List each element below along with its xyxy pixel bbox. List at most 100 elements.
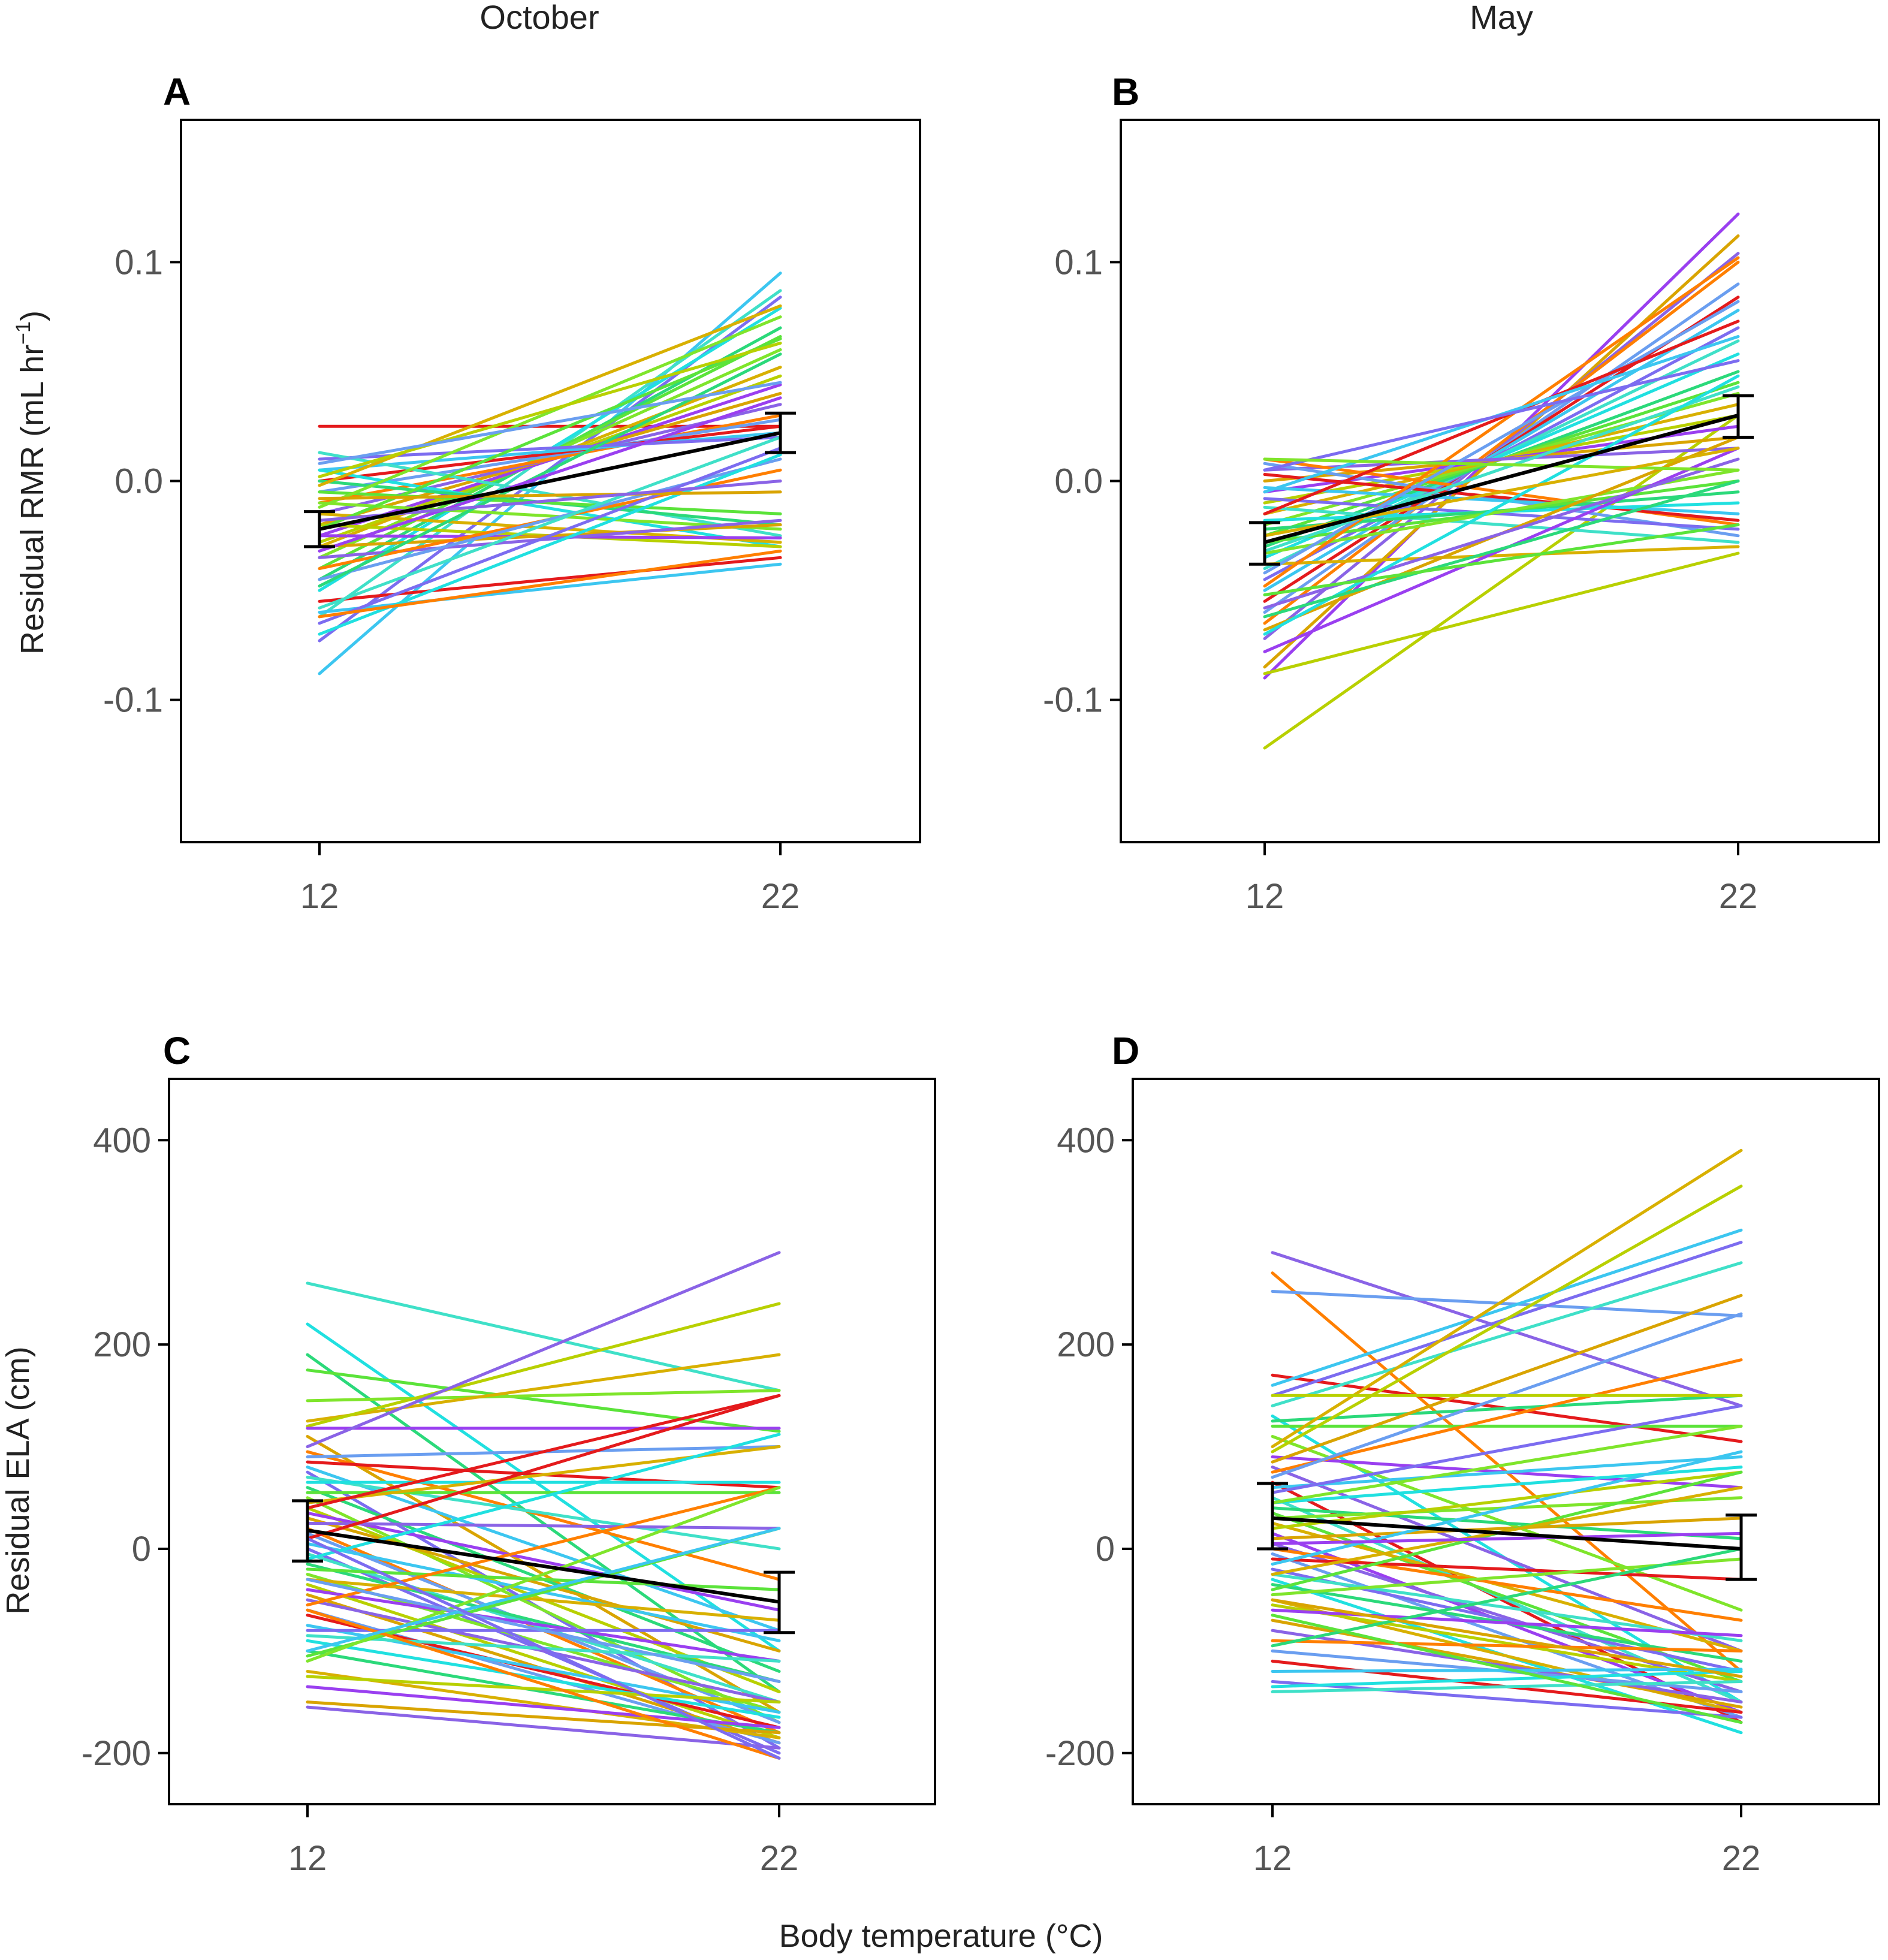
individual-line-b-41 (1263, 480, 1740, 619)
y-tick-label-c-0: -200 (82, 1734, 151, 1773)
individual-line-b-22 (1263, 486, 1740, 515)
individual-line-c-32 (306, 1563, 781, 1683)
individual-line-a-35 (318, 352, 782, 588)
individual-line-c-23 (306, 1516, 781, 1653)
individual-line-c-10 (306, 1450, 781, 1581)
panel-letter-b: B (1112, 70, 1139, 113)
error-bar-b-1 (1723, 394, 1754, 439)
x-tick-label-d-0: 12 (1253, 1839, 1292, 1878)
individual-line-d-11 (1271, 1148, 1743, 1449)
x-axis-title: Body temperature (°C) (779, 1918, 1103, 1954)
y-tick-label-c-3: 400 (93, 1121, 151, 1160)
y-tick-label-d-2: 200 (1057, 1325, 1115, 1364)
x-tick-label-b-0: 12 (1245, 877, 1284, 916)
x-tick-label-a-0: 12 (300, 877, 339, 916)
panel-letter-d: D (1112, 1029, 1139, 1072)
y-axis-title-rmr-superscript: −1 (12, 321, 35, 345)
y-tick-label-d-0: -200 (1045, 1734, 1115, 1773)
error-bar-b-0 (1249, 521, 1280, 566)
y-tick-label-c-2: 200 (93, 1325, 151, 1364)
individual-line-b-43 (1263, 457, 1740, 472)
x-tick-label-a-1: 22 (761, 877, 800, 916)
individual-line-d-6 (1271, 1261, 1743, 1407)
column-title-may: May (1470, 0, 1533, 36)
individual-line-d-20 (1271, 1404, 1743, 1494)
y-tick-label-a-0: -0.1 (103, 681, 163, 720)
individual-line-c-55 (306, 1608, 781, 1760)
x-tick-label-b-1: 22 (1719, 877, 1758, 916)
error-bar-c-1 (764, 1570, 795, 1635)
individual-line-d-56 (1271, 1486, 1743, 1576)
error-bar-d-1 (1726, 1513, 1757, 1581)
panel-letter-c: C (163, 1029, 191, 1072)
individual-line-d-54 (1271, 1614, 1743, 1724)
individual-line-c-6 (306, 1302, 781, 1428)
y-tick-label-b-2: 0.1 (1054, 243, 1103, 282)
individual-line-d-30 (1271, 1542, 1743, 1694)
individual-line-d-27 (1271, 1470, 1743, 1530)
individual-line-b-34 (1263, 256, 1740, 588)
individual-line-a-19 (318, 468, 782, 548)
lines-b (1263, 212, 1740, 750)
individual-line-a-43 (318, 549, 782, 619)
individual-line-c-30 (306, 1552, 781, 1704)
individual-line-a-16 (318, 431, 782, 472)
panel-d: D -200 0 200 400 12 22 (1045, 1029, 1880, 1878)
individual-line-d-19 (1271, 1455, 1743, 1489)
panel-b: B -0.1 0.0 0.1 12 22 (1043, 70, 1880, 916)
individual-line-b-42 (1263, 523, 1740, 596)
mean-line-b (1264, 414, 1739, 544)
individual-line-c-9 (306, 1251, 781, 1449)
y-axis-title-rmr-close: ) (14, 310, 50, 321)
panels-group: A -0.1 0.0 0.1 12 22 B -0.1 0.0 0.1 12 22 C -200 0 200 4… (82, 70, 1880, 1878)
individual-line-a-21 (318, 490, 782, 515)
individual-line-d-59 (1271, 1598, 1743, 1678)
individual-line-d-44 (1271, 1618, 1743, 1709)
individual-line-a-41 (318, 490, 782, 500)
panel-letter-a: A (163, 70, 191, 113)
individual-line-d-4 (1271, 1228, 1743, 1387)
individual-line-d-29 (1271, 1516, 1743, 1540)
individual-line-c-5 (306, 1353, 781, 1423)
individual-line-d-53 (1271, 1547, 1743, 1648)
y-tick-label-b-0: -0.1 (1043, 681, 1103, 720)
individual-line-d-58 (1271, 1531, 1743, 1545)
individual-line-c-47 (306, 1649, 781, 1735)
mean-line-c (307, 1528, 780, 1604)
plot-frame-c (168, 1078, 936, 1805)
individual-line-c-24 (306, 1521, 781, 1530)
individual-line-c-54 (306, 1705, 781, 1750)
mean-line-a (319, 431, 781, 531)
x-tick-label-c-1: 22 (760, 1839, 799, 1878)
x-tick-label-c-0: 12 (288, 1839, 327, 1878)
individual-line-a-33 (318, 435, 782, 610)
y-tick-label-a-2: 0.1 (114, 243, 163, 282)
error-bar-c-0 (292, 1499, 323, 1563)
individual-line-c-59 (306, 1537, 781, 1760)
individual-line-a-40 (318, 396, 782, 553)
individual-line-c-31 (306, 1433, 781, 1561)
plot-frame-d (1132, 1078, 1880, 1805)
lines-a (318, 272, 782, 676)
individual-line-d-51 (1271, 1679, 1743, 1694)
individual-line-c-58 (306, 1527, 781, 1653)
individual-line-b-35 (1263, 300, 1740, 575)
individual-line-d-2 (1271, 1289, 1743, 1317)
individual-line-c-56 (306, 1578, 781, 1683)
individual-line-a-32 (318, 447, 782, 625)
individual-line-d-16 (1271, 1358, 1743, 1474)
individual-line-d-36 (1271, 1573, 1743, 1642)
mean-line-d (1272, 1516, 1742, 1551)
individual-line-c-40 (306, 1486, 781, 1607)
individual-line-b-39 (1263, 385, 1740, 553)
individual-line-a-30 (318, 556, 782, 603)
y-axis-title-rmr: Residual RMR (mL hr−1) (12, 310, 50, 655)
individual-line-b-36 (1263, 319, 1740, 515)
individual-line-c-22 (306, 1511, 781, 1612)
individual-line-d-50 (1271, 1679, 1743, 1719)
individual-line-a-14 (318, 418, 782, 494)
individual-line-c-49 (306, 1486, 781, 1663)
individual-line-c-39 (306, 1598, 781, 1704)
individual-line-c-0 (306, 1281, 781, 1392)
lines-c (306, 1251, 781, 1760)
